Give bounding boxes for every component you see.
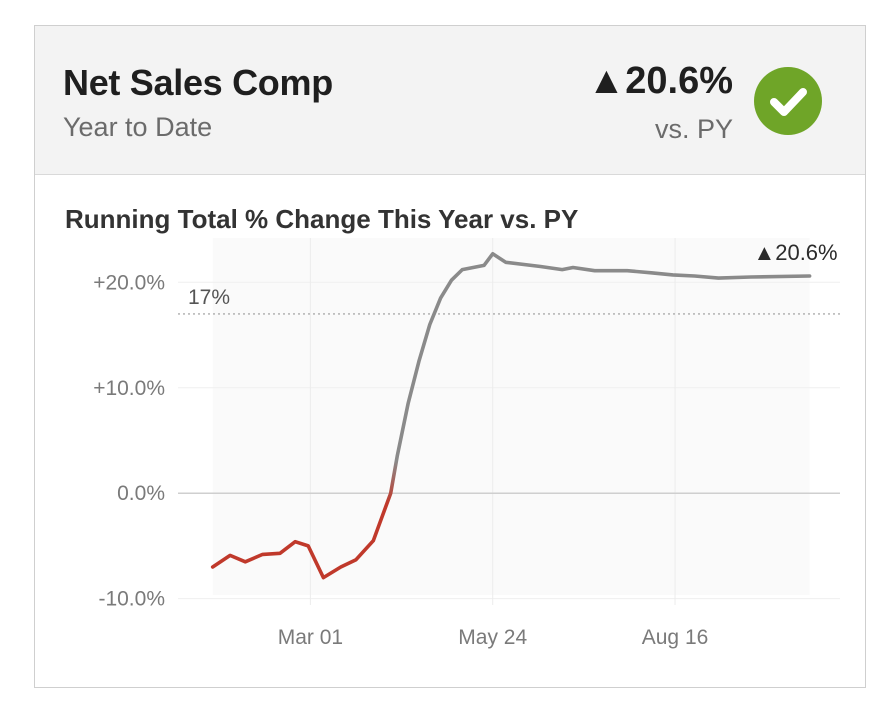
x-tick-label: Mar 01	[278, 626, 343, 649]
card-title: Net Sales Comp	[63, 62, 333, 103]
kpi-comparison-label: vs. PY	[654, 114, 733, 144]
plot-band	[212, 238, 810, 595]
x-tick-label: May 24	[458, 626, 527, 649]
series-line	[210, 252, 812, 580]
card-subtitle: Year to Date	[63, 112, 213, 142]
y-tick-label: 0.0%	[117, 482, 165, 505]
check-circle-icon	[754, 67, 822, 135]
y-tick-label: +20.0%	[93, 271, 165, 294]
end-value-label: ▲20.6%	[753, 240, 837, 265]
kpi-value: ▲20.6%	[587, 60, 733, 102]
reference-line-label: 17%	[188, 286, 230, 309]
chart-title: Running Total % Change This Year vs. PY	[65, 204, 579, 234]
x-tick-label: Aug 16	[642, 626, 709, 649]
y-tick-label: +10.0%	[93, 377, 165, 400]
card-header: Net Sales Comp Year to Date ▲20.6% vs. P…	[35, 26, 865, 175]
y-tick-label: -10.0%	[98, 588, 165, 611]
